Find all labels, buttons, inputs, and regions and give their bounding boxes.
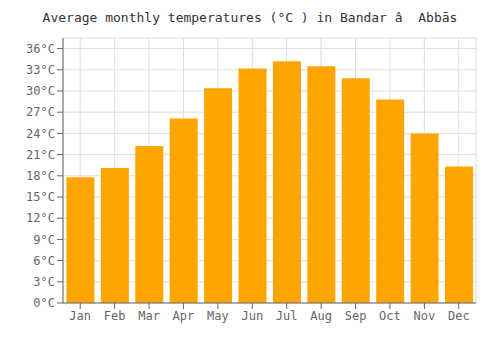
svg-text:24°C: 24°C bbox=[26, 127, 55, 141]
svg-text:Nov: Nov bbox=[414, 309, 436, 323]
svg-text:Oct: Oct bbox=[379, 309, 401, 323]
svg-text:Jan: Jan bbox=[69, 309, 91, 323]
svg-text:12°C: 12°C bbox=[26, 211, 55, 225]
svg-text:Jul: Jul bbox=[276, 309, 298, 323]
svg-text:36°C: 36°C bbox=[26, 42, 55, 56]
svg-text:6°C: 6°C bbox=[33, 254, 55, 268]
svg-text:Dec: Dec bbox=[448, 309, 470, 323]
svg-text:9°C: 9°C bbox=[33, 233, 55, 247]
svg-text:Jun: Jun bbox=[241, 309, 263, 323]
svg-text:33°C: 33°C bbox=[26, 63, 55, 77]
svg-text:30°C: 30°C bbox=[26, 84, 55, 98]
svg-text:3°C: 3°C bbox=[33, 275, 55, 289]
svg-text:21°C: 21°C bbox=[26, 148, 55, 162]
svg-text:Apr: Apr bbox=[173, 309, 195, 323]
svg-text:Feb: Feb bbox=[104, 309, 126, 323]
svg-text:15°C: 15°C bbox=[26, 190, 55, 204]
svg-text:0°C: 0°C bbox=[33, 296, 55, 310]
svg-text:Aug: Aug bbox=[310, 309, 332, 323]
html-text:Average monthly temperatures (: Average monthly temperatures (°C ) in Ba… bbox=[42, 10, 458, 25]
svg-text:May: May bbox=[207, 309, 229, 323]
svg-text:18°C: 18°C bbox=[26, 169, 55, 183]
svg-text:Sep: Sep bbox=[345, 309, 367, 323]
svg-text:Mar: Mar bbox=[138, 309, 160, 323]
svg-text:27°C: 27°C bbox=[26, 105, 55, 119]
